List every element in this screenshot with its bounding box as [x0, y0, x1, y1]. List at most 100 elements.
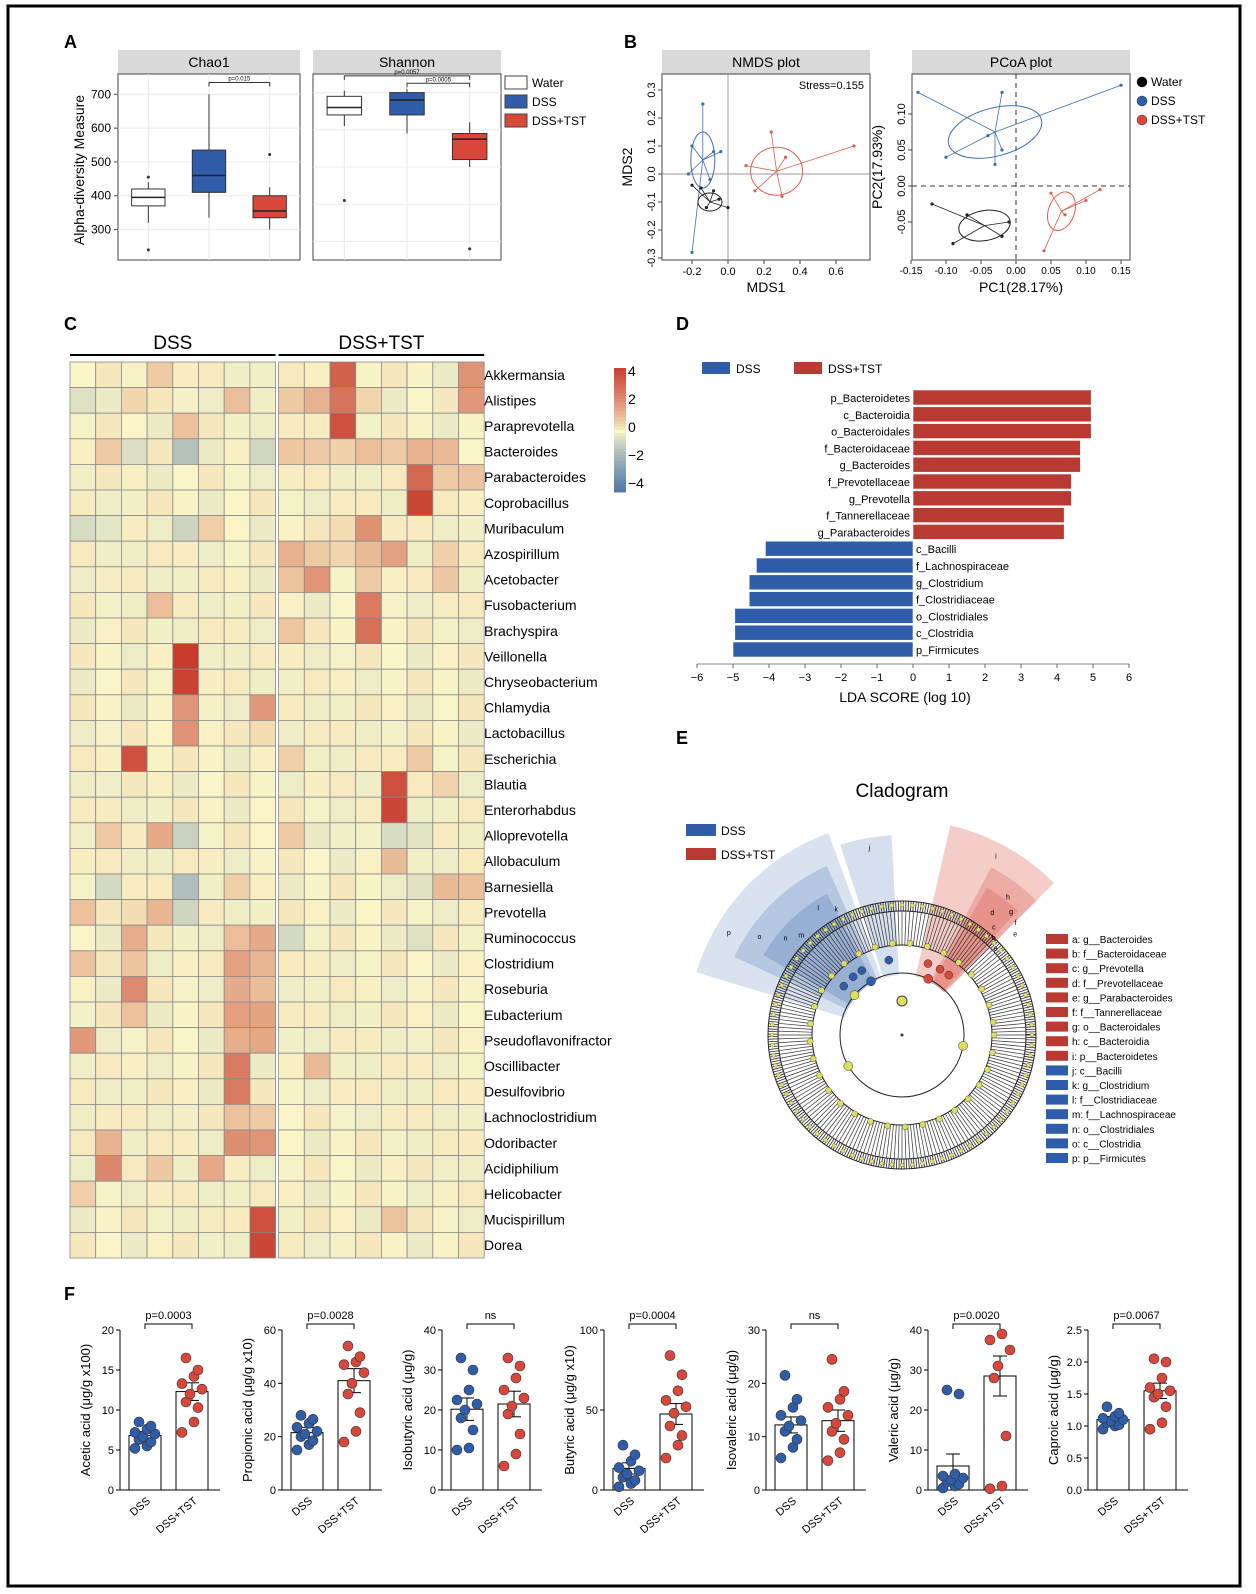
f-data-point — [176, 1427, 188, 1438]
clado-key-label: a: g__Bacteroides — [1072, 935, 1153, 946]
heatmap-cell — [278, 463, 305, 491]
clado-leaf-line — [924, 903, 927, 914]
clado-genus-node — [811, 1003, 818, 1010]
heatmap-cell — [95, 566, 122, 593]
heatmap-cell — [198, 950, 225, 977]
heatmap-cell — [249, 1206, 276, 1233]
clado-branch-line — [778, 1019, 813, 1025]
heatmap-cell — [198, 515, 225, 542]
clado-leaf-line — [811, 935, 819, 944]
lda-xtick-label: 6 — [1126, 672, 1132, 684]
clado-leaf-line — [874, 903, 878, 914]
clado-leaf-line — [1021, 1067, 1032, 1071]
scale-segment — [614, 389, 626, 394]
heatmap-cell — [380, 540, 408, 568]
heatmap-cell — [95, 745, 122, 773]
clado-branch-line — [789, 1073, 821, 1089]
heatmap-cell — [380, 1052, 408, 1080]
clado-key-label: p: p__Firmicutes — [1072, 1154, 1146, 1165]
heatmap-cell — [223, 1001, 251, 1029]
heatmap-cell — [121, 438, 148, 465]
heatmap-cell — [223, 1206, 251, 1233]
pcoa-xtick-label: -0.05 — [970, 266, 993, 277]
clado-leaf-node — [984, 933, 989, 939]
clado-branch-line — [989, 1054, 1024, 1063]
clado-leaf-line — [776, 988, 786, 993]
f-ytick-label: 100 — [580, 1325, 598, 1337]
clado-genus-node — [871, 943, 879, 951]
clado-leaf-node — [1029, 1022, 1034, 1028]
heatmap-cell — [69, 1155, 97, 1182]
heatmap-cell — [303, 822, 331, 849]
heatmap-cell — [223, 694, 251, 721]
heatmap-cell — [95, 643, 122, 670]
clado-branch-line — [795, 1080, 825, 1099]
scale-tick-label: 2 — [628, 391, 636, 407]
heatmap-cell — [249, 540, 276, 568]
heatmap-cell — [95, 694, 122, 721]
heatmap-cell — [146, 1206, 174, 1233]
clado-leaf-node — [788, 1100, 794, 1106]
nmds-water-spoke — [709, 190, 714, 203]
heatmap-cell — [355, 412, 382, 440]
clado-leaf-line — [994, 1117, 1003, 1125]
lda-xtick-label: 2 — [982, 672, 988, 684]
clado-branch-line — [870, 1122, 880, 1156]
heatmap-cell — [249, 924, 276, 952]
heatmap-cell — [198, 540, 225, 568]
heatmap-cell — [121, 771, 148, 798]
clado-branch-line — [985, 1067, 1018, 1081]
clado-leaf-line — [968, 1139, 975, 1148]
clado-leaf-line — [998, 950, 1007, 958]
heatmap-cell — [329, 617, 357, 645]
heatmap-cell — [278, 361, 305, 389]
heatmap-cell — [380, 873, 408, 901]
clado-class-node — [849, 990, 860, 1000]
heatmap-cell — [303, 1001, 331, 1029]
clado-genus-node — [951, 1107, 959, 1114]
heatmap-cell — [458, 1104, 485, 1131]
heatmap-cell — [278, 489, 305, 517]
legend-label-0: Water — [532, 76, 564, 90]
clado-branch-line — [904, 1124, 907, 1159]
clado-branch-line — [924, 914, 934, 948]
f-data-point — [660, 1395, 672, 1406]
heatmap-cell — [198, 899, 225, 926]
clado-leaf-node — [807, 940, 813, 946]
heatmap-cell — [355, 1052, 382, 1080]
scale-tick-label: −2 — [628, 447, 644, 463]
pcoa-dss-spoke — [917, 92, 996, 133]
pcoa-title: PCoA plot — [990, 54, 1052, 70]
heatmap-cell — [329, 745, 357, 773]
clado-branch-line — [990, 1051, 1024, 1059]
clado-branch-line — [984, 985, 1016, 1000]
f-ylabel: Butyric acid (μg/g x10) — [562, 1345, 577, 1475]
pcoa-xtick-label: -0.10 — [935, 266, 958, 277]
legend-label-1: DSS — [532, 95, 557, 109]
heatmap-cell — [432, 848, 459, 875]
clado-branch-line — [782, 1059, 816, 1070]
lda-xtick-label: 3 — [1018, 672, 1024, 684]
heatmap-cell — [121, 489, 148, 517]
genus-label: Barnesiella — [484, 879, 553, 895]
heatmap-cell — [406, 592, 434, 619]
scale-segment — [614, 473, 626, 477]
clado-genus-node — [840, 960, 848, 967]
clado-leaf-line — [773, 1069, 783, 1073]
clado-leaf-node — [850, 1152, 855, 1158]
nmds-strip — [662, 50, 870, 74]
clado-branch-line — [990, 1011, 1024, 1019]
heatmap-cell — [198, 745, 225, 773]
scale-segment — [614, 423, 626, 428]
heatmap-cell — [432, 796, 459, 824]
heatmap-cell — [355, 1027, 382, 1054]
pcoa-tst-point — [1042, 249, 1046, 253]
heatmap-cell — [249, 1052, 276, 1080]
heatmap-cell — [69, 1078, 97, 1105]
chao1-outlier — [146, 248, 150, 252]
f-ytick-label: 30 — [424, 1365, 436, 1377]
heatmap-cell — [249, 617, 276, 645]
heatmap-cell — [172, 1155, 199, 1182]
clado-leaf-line — [936, 1153, 940, 1164]
heatmap-cell — [303, 976, 331, 1003]
